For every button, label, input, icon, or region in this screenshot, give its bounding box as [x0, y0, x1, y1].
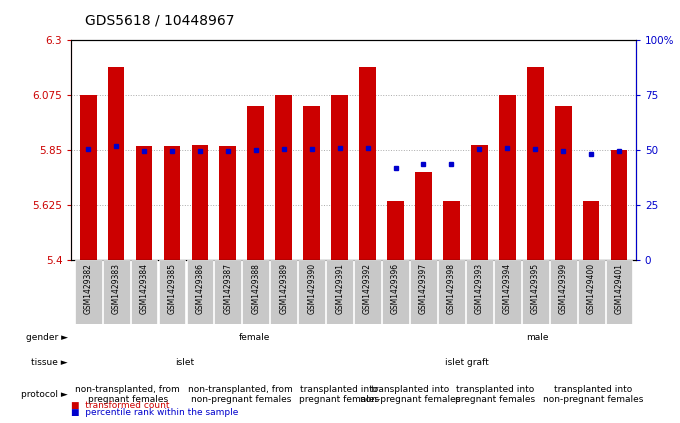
Text: GSM1429392: GSM1429392	[363, 263, 372, 314]
Text: ■  transformed count: ■ transformed count	[71, 401, 170, 410]
Text: male: male	[526, 333, 548, 342]
FancyBboxPatch shape	[186, 260, 214, 324]
Bar	[331, 95, 348, 260]
FancyBboxPatch shape	[131, 260, 158, 324]
Text: GSM1429385: GSM1429385	[167, 263, 177, 314]
Text: GSM1429387: GSM1429387	[223, 263, 233, 314]
Text: GSM1429389: GSM1429389	[279, 263, 288, 314]
FancyBboxPatch shape	[522, 260, 549, 324]
FancyBboxPatch shape	[242, 260, 269, 324]
Text: ■  percentile rank within the sample: ■ percentile rank within the sample	[71, 408, 239, 418]
Bar	[164, 146, 180, 260]
Text: GSM1429395: GSM1429395	[530, 263, 540, 314]
Text: gender ►: gender ►	[26, 333, 68, 342]
Bar	[611, 150, 628, 260]
FancyBboxPatch shape	[158, 260, 186, 324]
FancyBboxPatch shape	[299, 260, 325, 324]
Text: GSM1429394: GSM1429394	[503, 263, 512, 314]
Bar	[248, 106, 265, 260]
Text: non-transplanted, from
pregnant females: non-transplanted, from pregnant females	[75, 385, 180, 404]
Text: GSM1429393: GSM1429393	[475, 263, 484, 314]
Bar	[136, 146, 152, 260]
FancyBboxPatch shape	[438, 260, 465, 324]
Bar	[359, 67, 376, 260]
Text: GSM1429384: GSM1429384	[139, 263, 148, 314]
Text: GSM1429383: GSM1429383	[112, 263, 120, 314]
Text: GSM1429401: GSM1429401	[615, 263, 624, 314]
Bar	[443, 201, 460, 260]
Text: tissue ►: tissue ►	[31, 358, 68, 367]
Text: GDS5618 / 10448967: GDS5618 / 10448967	[85, 14, 235, 27]
FancyBboxPatch shape	[494, 260, 521, 324]
Text: transplanted into
non-pregnant females: transplanted into non-pregnant females	[543, 385, 644, 404]
Text: GSM1429386: GSM1429386	[195, 263, 205, 314]
Text: GSM1429396: GSM1429396	[391, 263, 400, 314]
FancyBboxPatch shape	[606, 260, 632, 324]
FancyBboxPatch shape	[271, 260, 297, 324]
Text: transplanted into
pregnant females: transplanted into pregnant females	[455, 385, 534, 404]
FancyBboxPatch shape	[75, 260, 101, 324]
Text: GSM1429397: GSM1429397	[419, 263, 428, 314]
Text: GSM1429390: GSM1429390	[307, 263, 316, 314]
FancyBboxPatch shape	[354, 260, 381, 324]
Text: female: female	[239, 333, 271, 342]
Text: islet graft: islet graft	[445, 358, 488, 367]
FancyBboxPatch shape	[326, 260, 353, 324]
Bar	[303, 106, 320, 260]
Bar	[387, 201, 404, 260]
Text: GSM1429388: GSM1429388	[252, 263, 260, 314]
FancyBboxPatch shape	[214, 260, 241, 324]
FancyBboxPatch shape	[549, 260, 577, 324]
Text: GSM1429400: GSM1429400	[587, 263, 596, 314]
Bar	[583, 201, 600, 260]
Text: islet: islet	[175, 358, 194, 367]
Bar	[107, 67, 124, 260]
Bar	[527, 67, 543, 260]
Bar	[471, 145, 488, 260]
FancyBboxPatch shape	[410, 260, 437, 324]
Bar	[275, 95, 292, 260]
FancyBboxPatch shape	[103, 260, 129, 324]
Text: GSM1429398: GSM1429398	[447, 263, 456, 314]
Text: protocol ►: protocol ►	[21, 390, 68, 399]
Bar	[555, 106, 571, 260]
Text: non-transplanted, from
non-pregnant females: non-transplanted, from non-pregnant fema…	[188, 385, 293, 404]
Bar	[499, 95, 515, 260]
Text: GSM1429382: GSM1429382	[84, 263, 92, 314]
Bar	[415, 172, 432, 260]
Text: transplanted into
non-pregnant females: transplanted into non-pregnant females	[360, 385, 460, 404]
Text: GSM1429391: GSM1429391	[335, 263, 344, 314]
FancyBboxPatch shape	[466, 260, 493, 324]
Text: GSM1429399: GSM1429399	[559, 263, 568, 314]
Bar	[80, 95, 97, 260]
Text: transplanted into
pregnant females: transplanted into pregnant females	[299, 385, 379, 404]
FancyBboxPatch shape	[578, 260, 605, 324]
Bar	[192, 145, 208, 260]
Bar	[220, 146, 236, 260]
FancyBboxPatch shape	[382, 260, 409, 324]
